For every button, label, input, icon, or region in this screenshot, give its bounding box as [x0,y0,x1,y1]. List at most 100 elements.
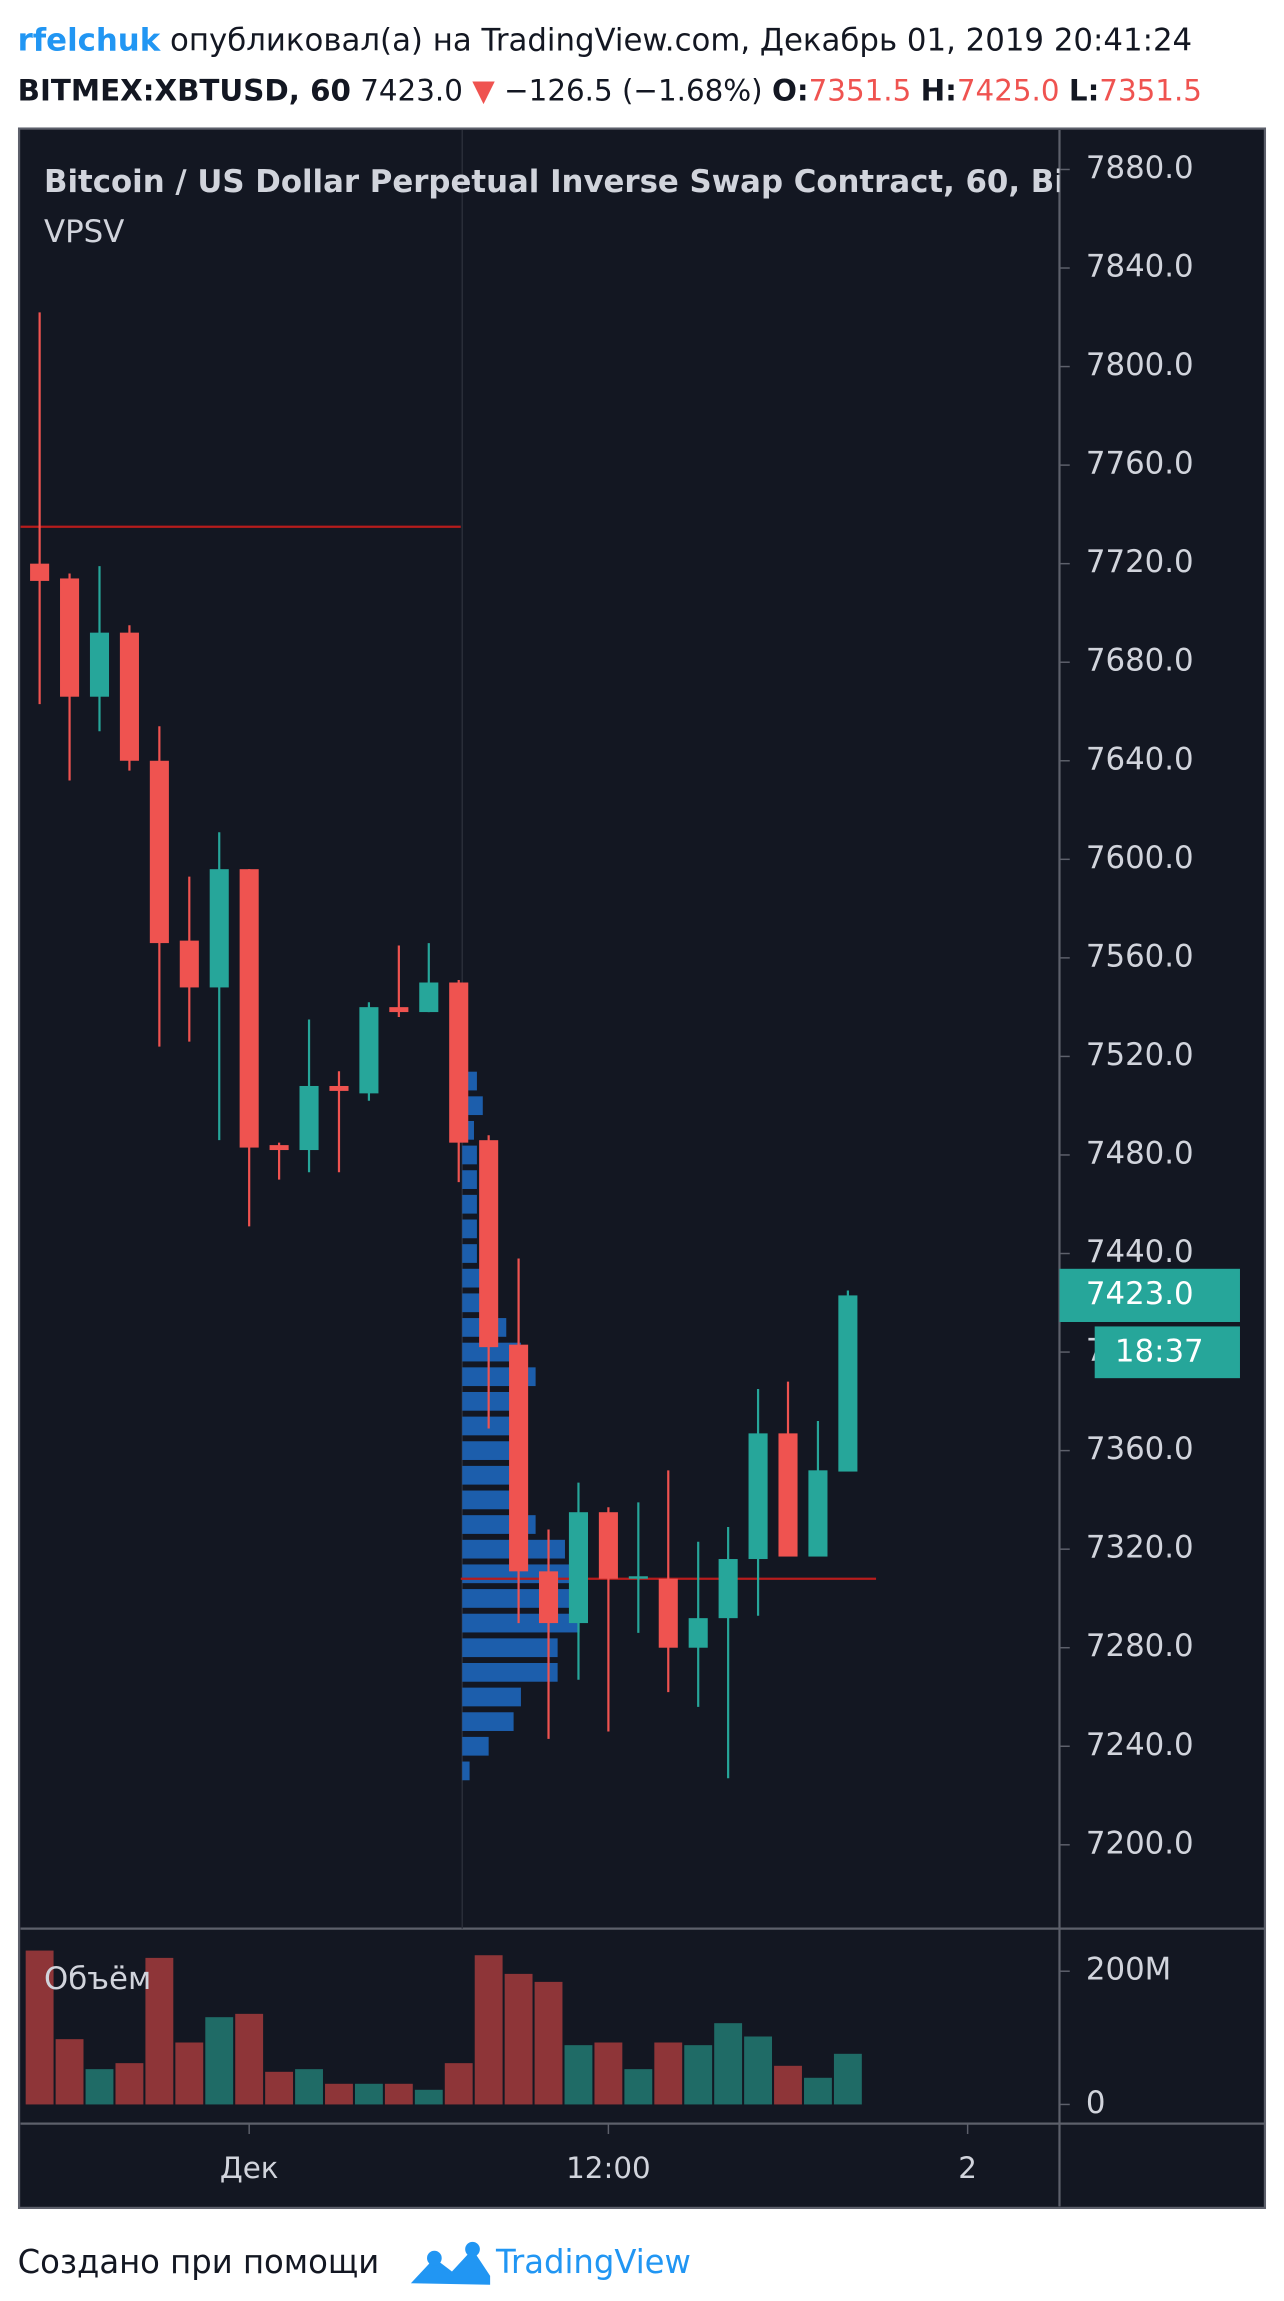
volume-bar [594,2042,623,2105]
candle-body [598,1512,618,1579]
o-label: O: [772,73,809,107]
candle-body [299,1085,319,1151]
volume-bar [25,1950,54,2105]
volume-profile-row [462,1490,521,1510]
h-label: H: [921,73,957,107]
candle-body [748,1433,768,1560]
symbol: BITMEX:XBTUSD, 60 [18,73,351,107]
y-tick-label: 7680.0 [1086,643,1194,679]
y-tick-label: 7440.0 [1086,1234,1194,1270]
volume-profile-row [462,1194,477,1214]
volume-bar [235,2013,264,2105]
volume-profile-row [462,1712,514,1731]
y-tick-label: 7240.0 [1086,1727,1194,1763]
y-tick-label: 7840.0 [1086,248,1194,284]
last-price-badge [1059,1268,1240,1323]
y-tick-label: 7640.0 [1086,741,1194,777]
volume-title: Объём [44,1961,151,1997]
volume-profile-row [462,1416,521,1436]
footer-text: Создано при помощи [18,2243,380,2281]
volume-bar [744,2036,773,2105]
volume-profile-row [462,1244,477,1263]
y-tick-label: 7880.0 [1086,150,1194,186]
volume-tick-label: 0 [1086,2085,1106,2121]
candle-body [778,1433,798,1557]
y-tick-label: 7800.0 [1086,347,1194,383]
header-line-2: BITMEX:XBTUSD, 60 7423.0 ▼ −126.5 (−1.68… [18,73,1202,107]
candle-body [389,1007,409,1013]
volume-bar [774,2065,802,2105]
candle-body [538,1571,559,1624]
y-tick-label: 7480.0 [1086,1135,1194,1171]
volume-bar [624,2069,653,2105]
candle-body [658,1578,678,1648]
y-tick-label: 7520.0 [1086,1037,1194,1073]
y-tick-label: 7600.0 [1086,840,1194,876]
candle-body [568,1512,588,1624]
volume-bar [145,1957,174,2105]
volume-profile-row [462,1219,477,1239]
volume-profile-row [462,1465,521,1485]
candle-body [89,632,110,697]
countdown-badge [1094,1326,1240,1379]
x-tick-label: Дек [220,2151,279,2185]
candle-body [479,1140,499,1348]
l-label: L: [1069,73,1099,107]
h-value: 7425.0 [957,73,1060,107]
volume-bar [325,2083,353,2105]
volume-profile-row [462,1638,558,1658]
tradingview-logo [410,2241,491,2285]
candle-body [718,1559,738,1619]
countdown-label: 18:37 [1115,1333,1204,1369]
volume-profile-row [462,1170,477,1189]
candle-body [179,940,199,988]
candle-body [509,1344,529,1572]
plot [20,312,877,1781]
candle-body [449,982,469,1143]
down-arrow: ▼ [463,73,504,107]
volume-profile-row [462,1589,580,1608]
volume-pane [25,1950,862,2105]
volume-profile-row [462,1687,521,1707]
chart-title: Bitcoin / US Dollar Perpetual Inverse Sw… [44,164,1155,200]
footer-brand[interactable]: TradingView [495,2243,691,2281]
candle-body [329,1085,349,1091]
volume-bar [115,2063,144,2105]
candle-body [838,1295,858,1472]
y-tick-label: 7320.0 [1086,1530,1194,1566]
user[interactable]: rfelchuk [18,22,162,58]
published: опубликовал(а) на TradingView.com, Декаб… [170,22,1192,58]
volume-bar [444,2063,473,2105]
y-tick-label: 7200.0 [1086,1825,1194,1861]
o-value: 7351.5 [809,73,912,107]
volume-profile-row [462,1268,480,1288]
last-price-label: 7423.0 [1086,1276,1194,1312]
chart-frame [17,127,1267,2210]
candle-body [239,869,259,1148]
volume-bar [175,2042,204,2105]
volume-bar [833,2053,862,2105]
volume-profile-row [462,1662,558,1682]
y-tick-label: 7360.0 [1086,1431,1194,1467]
candle-body [808,1470,828,1557]
y-tick-label: 7720.0 [1086,544,1194,580]
x-tick-label: 2 [958,2151,977,2185]
volume-bar [384,2083,413,2105]
header-line-1: rfelchuk опубликовал(а) на TradingView.c… [18,22,1193,58]
y-tick-label: 7560.0 [1086,938,1194,974]
volume-bar [414,2089,443,2105]
l-value: 7351.5 [1099,73,1202,107]
y-tick-label: 7760.0 [1086,446,1194,482]
price: 7423.0 [360,73,463,107]
volume-bar [85,2069,114,2105]
change: −126.5 (−1.68%) [504,73,763,107]
volume-profile-row [462,1736,489,1756]
candle-body [119,632,139,761]
volume-profile-row [462,1391,521,1411]
indicator-name: VPSV [44,214,124,250]
volume-bar [205,2017,234,2105]
candle-body [269,1145,289,1151]
volume-bar [295,2069,323,2105]
